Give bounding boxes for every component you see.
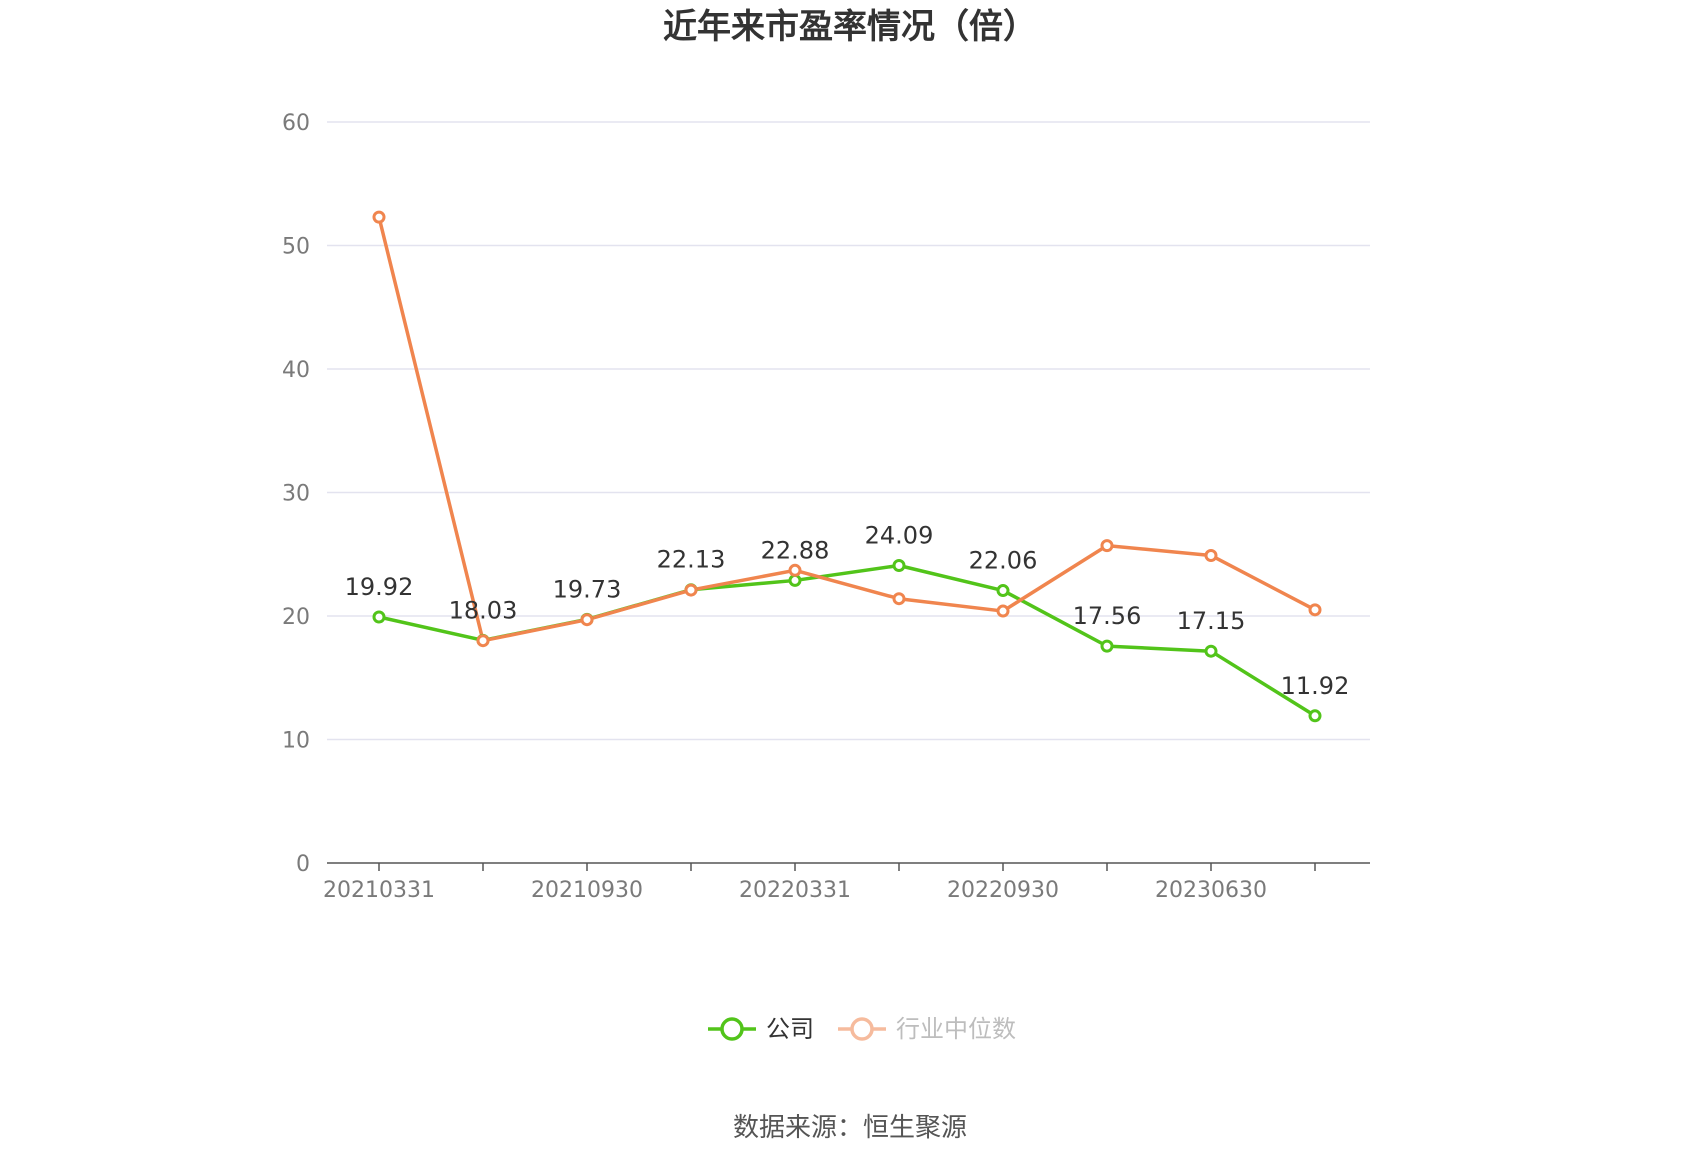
x-tick-label: 20230630: [1155, 878, 1267, 903]
x-tick-label: 20210930: [531, 878, 643, 903]
data-point-industry-median[interactable]: [892, 592, 906, 606]
data-point-industry-median[interactable]: [372, 210, 386, 224]
data-label: 19.92: [345, 573, 414, 601]
chart-title: 近年来市盈率情况（倍）: [663, 7, 1037, 47]
y-tick-label: 20: [282, 605, 310, 630]
legend-marker: [850, 1017, 874, 1041]
source-note: 数据来源：恒生聚源: [733, 1113, 967, 1143]
x-axis: 20210331 20210930 20220331 20220930 20230630: [323, 862, 1370, 903]
legend-label: 行业中位数: [896, 1015, 1016, 1043]
data-point-industry-median[interactable]: [1204, 548, 1218, 562]
data-label: 22.06: [969, 547, 1038, 575]
data-point-industry-median[interactable]: [1308, 603, 1322, 617]
data-point-company[interactable]: [372, 610, 386, 624]
data-label: 17.56: [1073, 602, 1142, 630]
x-tick-label: 20220930: [947, 878, 1059, 903]
data-point-company[interactable]: [1308, 709, 1322, 723]
y-tick-label: 30: [282, 482, 310, 507]
data-point-industry-median[interactable]: [788, 563, 802, 577]
legend-item-industry-median[interactable]: 行业中位数: [838, 1015, 1016, 1043]
series-points: [372, 210, 1322, 723]
data-labels: 19.92 18.03 19.73 22.13 22.88 24.09 22.06 17.56…: [345, 521, 1350, 699]
data-point-company[interactable]: [1100, 639, 1114, 653]
data-label: 22.13: [657, 546, 726, 574]
data-label: 24.09: [865, 521, 934, 549]
y-tick-label: 0: [296, 852, 310, 877]
y-axis: 0 10 20 30 40 50 60: [282, 111, 310, 877]
series-line-industry-median: [377, 216, 1316, 643]
data-point-industry-median[interactable]: [684, 583, 698, 597]
data-point-industry-median[interactable]: [580, 613, 594, 627]
data-point-company[interactable]: [788, 573, 802, 587]
data-label: 18.03: [449, 596, 518, 624]
data-label: 19.73: [553, 575, 622, 603]
data-point-company[interactable]: [996, 584, 1010, 598]
legend-item-company[interactable]: 公司: [708, 1015, 814, 1043]
series-line-company: [378, 563, 1316, 718]
grid-lines: [327, 121, 1370, 741]
data-label: 22.88: [761, 536, 830, 564]
y-tick-label: 60: [282, 111, 310, 136]
y-tick-label: 10: [282, 729, 310, 754]
x-tick-label: 20210331: [323, 878, 435, 903]
legend-label: 公司: [766, 1015, 814, 1043]
y-tick-label: 50: [282, 235, 310, 260]
x-tick-label: 20220331: [739, 878, 851, 903]
data-label: 17.15: [1177, 607, 1246, 635]
legend[interactable]: 公司 行业中位数: [708, 1015, 1016, 1043]
data-point-industry-median[interactable]: [476, 634, 490, 648]
data-point-industry-median[interactable]: [1100, 539, 1114, 553]
data-point-company[interactable]: [892, 558, 906, 572]
data-label: 11.92: [1281, 672, 1350, 700]
data-point-company[interactable]: [1204, 644, 1218, 658]
series-lines: [377, 216, 1316, 718]
legend-marker: [720, 1017, 744, 1041]
y-tick-label: 40: [282, 358, 310, 383]
data-point-industry-median[interactable]: [996, 604, 1010, 618]
